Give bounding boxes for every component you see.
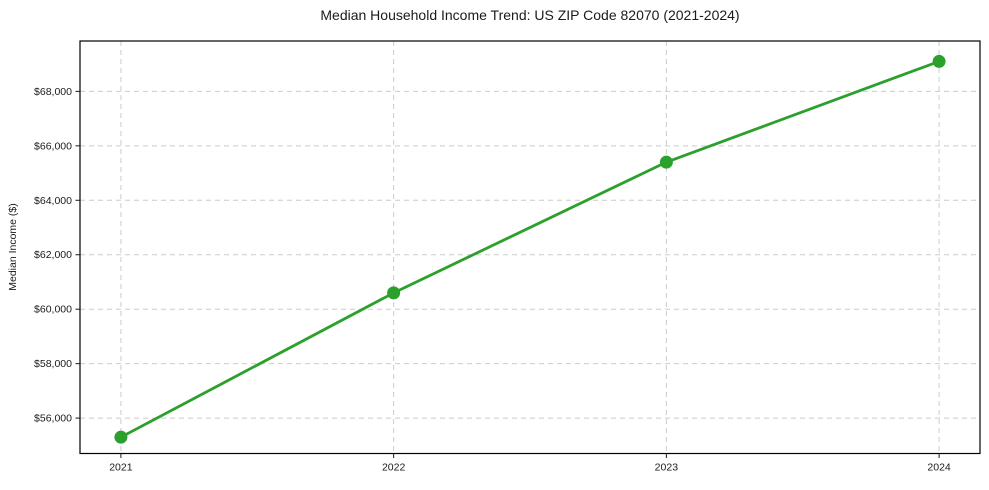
chart-title: Median Household Income Trend: US ZIP Co… [320,7,740,23]
y-tick-label: $68,000 [34,86,72,98]
y-tick-label: $56,000 [34,413,72,425]
y-tick-label: $58,000 [34,358,72,370]
data-point-2021 [114,430,128,444]
y-tick-label: $60,000 [34,304,72,316]
y-tick-label: $64,000 [34,195,72,207]
data-point-2023 [659,155,673,169]
y-tick-label: $62,000 [34,249,72,261]
x-tick-label: 2024 [927,462,951,474]
trend-line [119,60,941,439]
x-tick-label: 2022 [382,462,406,474]
y-tick-label: $66,000 [34,140,72,152]
x-tick-label: 2023 [655,462,679,474]
y-axis-label: Median Income ($) [7,203,19,291]
data-point-2024 [932,54,946,68]
data-point-2022 [387,286,401,300]
axes-box [79,40,981,455]
x-tick-label: 2021 [109,462,133,474]
